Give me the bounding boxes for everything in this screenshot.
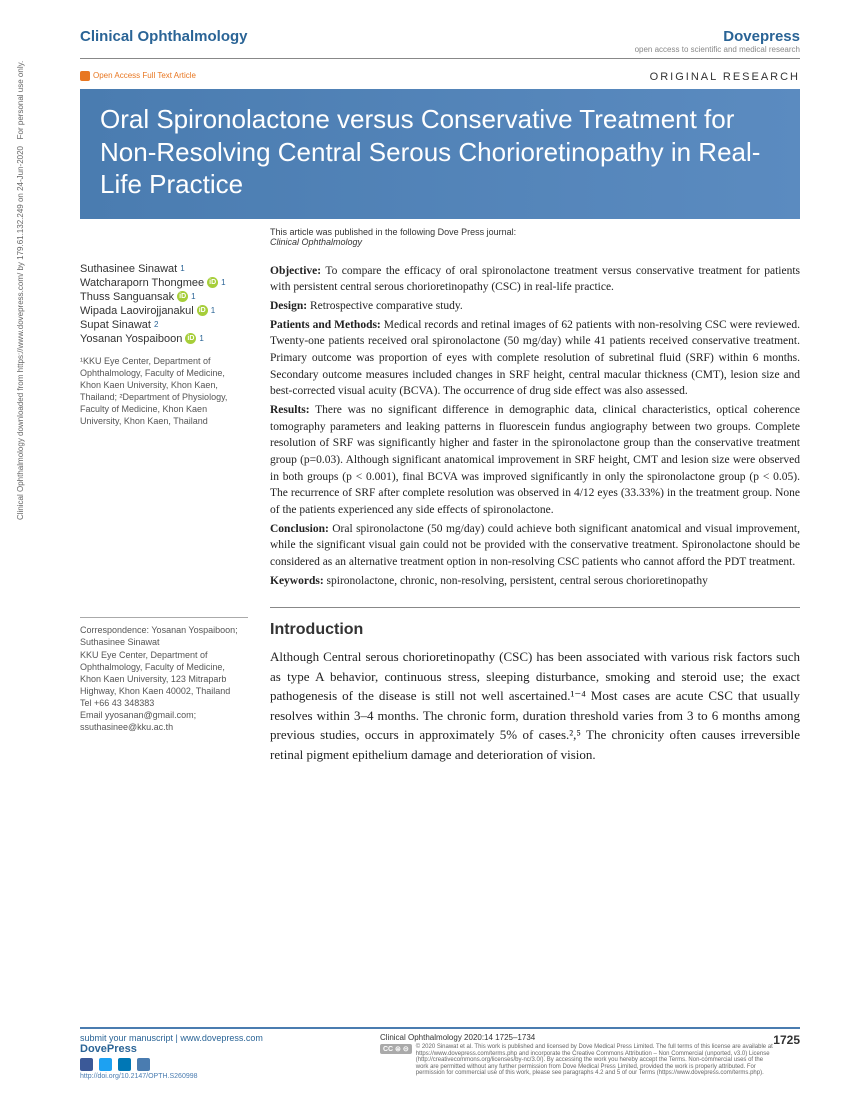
author[interactable]: Suthasinee Sinawat1 [80,263,248,275]
page-content: Clinical Ophthalmology Dovepress open ac… [0,0,850,766]
author[interactable]: Watcharaporn ThongmeeiD1 [80,277,248,289]
author[interactable]: Thuss SanguansakiD1 [80,291,248,303]
author[interactable]: Yosanan YospaibooniD1 [80,333,248,345]
orcid-icon[interactable]: iD [197,305,208,316]
abstract-keywords: spironolactone, chronic, non-resolving, … [327,575,708,587]
sidebar-column: Suthasinee Sinawat1 Watcharaporn Thongmee… [80,263,248,767]
title-block: Oral Spironolactone versus Conservative … [80,89,800,219]
abstract-results: There was no significant difference in d… [270,404,800,516]
abstract-keywords-label: Keywords: [270,575,324,587]
page-footer: submit your manuscript | www.dovepress.c… [80,1027,800,1080]
abstract-objective: To compare the efficacy of oral spironol… [270,265,800,294]
doi-link[interactable]: http://doi.org/10.2147/OPTH.S260998 [80,1073,263,1080]
page-number: 1725 [773,1033,800,1047]
orcid-icon[interactable]: iD [185,333,196,344]
meta-row: Open Access Full Text Article ORIGINAL R… [80,71,800,83]
download-attribution: Clinical Ophthalmology downloaded from h… [16,61,25,520]
affiliations: ¹KKU Eye Center, Department of Ophthalmo… [80,355,248,428]
main-column: Objective: To compare the efficacy of or… [270,263,800,767]
cc-icon: CC ⊜ ⊝ [380,1044,412,1054]
open-access-badge: Open Access Full Text Article [80,71,196,83]
abstract-conclusion-label: Conclusion: [270,523,329,535]
footer-dovepress[interactable]: DovePress [80,1043,263,1055]
article-title: Oral Spironolactone versus Conservative … [100,103,780,201]
orcid-icon[interactable]: iD [207,277,218,288]
publication-note: This article was published in the follow… [270,227,800,247]
correspondence: Correspondence: Yosanan Yospaiboon; Suth… [80,617,248,733]
abstract-design: Retrospective comparative study. [310,300,463,312]
publisher-tagline: open access to scientific and medical re… [635,45,800,54]
facebook-icon[interactable] [80,1058,93,1071]
linkedin-icon[interactable] [118,1058,131,1071]
intro-body: Although Central serous chorioretinopath… [270,647,800,764]
author[interactable]: Wipada LaovirojjanakuliD1 [80,305,248,317]
intro-heading: Introduction [270,607,800,641]
journal-name[interactable]: Clinical Ophthalmology [80,28,248,45]
article-type: ORIGINAL RESEARCH [650,71,800,83]
abstract-results-label: Results: [270,404,310,416]
author[interactable]: Supat Sinawat2 [80,319,248,331]
abstract-methods-label: Patients and Methods: [270,319,381,331]
abstract-conclusion: Oral spironolactone (50 mg/day) could ac… [270,523,800,568]
publisher-name[interactable]: Dovepress [635,28,800,45]
submit-link[interactable]: submit your manuscript | www.dovepress.c… [80,1033,263,1043]
social-icons [80,1058,263,1071]
abstract-design-label: Design: [270,300,307,312]
abstract-objective-label: Objective: [270,265,321,277]
top-header: Clinical Ophthalmology Dovepress open ac… [80,28,800,59]
authors-list: Suthasinee Sinawat1 Watcharaporn Thongmee… [80,263,248,345]
orcid-icon[interactable]: iD [177,291,188,302]
footer-citation: Clinical Ophthalmology 2020:14 1725–1734 [380,1033,535,1042]
dovepress-icon[interactable] [137,1058,150,1071]
twitter-icon[interactable] [99,1058,112,1071]
cc-license-text: © 2020 Sinawat et al. This work is publi… [416,1044,774,1077]
